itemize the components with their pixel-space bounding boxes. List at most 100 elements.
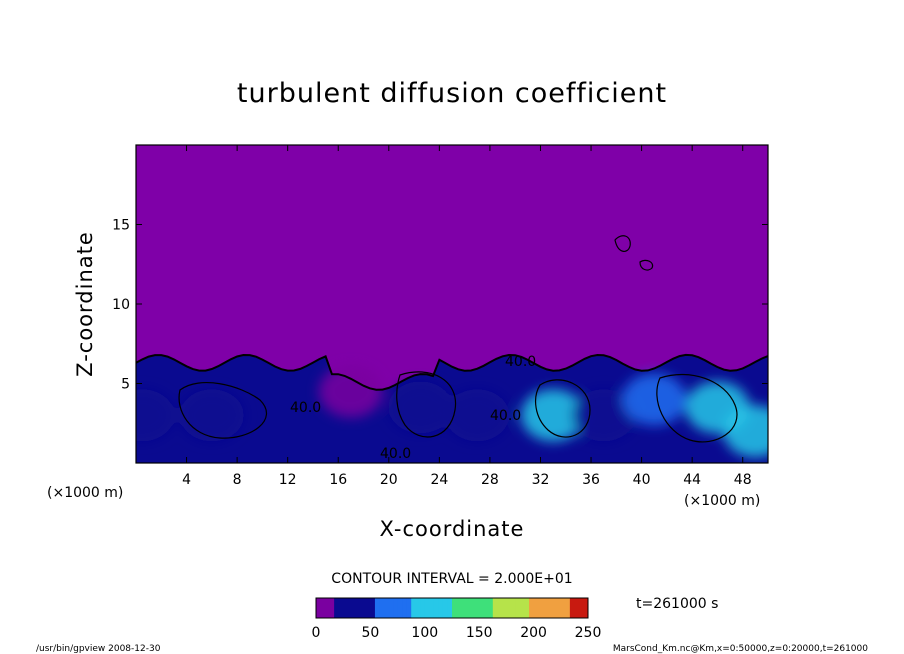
x-tick-label: 32 bbox=[532, 472, 550, 488]
contour-label: 40.0 bbox=[490, 408, 521, 424]
colorbar-cell bbox=[488, 598, 494, 618]
x-tick-label: 40 bbox=[633, 472, 651, 488]
colorbar-cell bbox=[325, 598, 331, 618]
colorbar-cell bbox=[420, 598, 426, 618]
colorbar-cell bbox=[560, 598, 566, 618]
colorbar-cell bbox=[334, 598, 340, 618]
colorbar-cell bbox=[442, 598, 448, 618]
turbulence-regions bbox=[136, 365, 768, 458]
turbulence-region bbox=[521, 389, 586, 442]
colorbar-cells bbox=[316, 598, 589, 618]
colorbar-cell bbox=[370, 598, 376, 618]
colorbar-cell bbox=[316, 598, 322, 618]
turbulence-region bbox=[445, 389, 510, 442]
colorbar-cell bbox=[501, 598, 507, 618]
colorbar-cell bbox=[515, 598, 521, 618]
colorbar-cell bbox=[406, 598, 412, 618]
colorbar-cell bbox=[352, 598, 358, 618]
contour-line bbox=[656, 373, 738, 443]
colorbar-cell bbox=[565, 598, 571, 618]
colorbar-cell bbox=[479, 598, 485, 618]
colorbar-cell bbox=[447, 598, 453, 618]
colorbar-cell bbox=[384, 598, 390, 618]
colorbar-tick-label: 150 bbox=[466, 625, 493, 641]
colorbar-cell bbox=[415, 598, 421, 618]
colorbar-cell bbox=[538, 598, 544, 618]
colorbar-tick-label: 0 bbox=[312, 625, 321, 641]
y-axis-ticks: 5 10 15 bbox=[112, 218, 768, 393]
x-tick-label: 12 bbox=[279, 472, 297, 488]
x-tick-label: 36 bbox=[582, 472, 600, 488]
colorbar-cell bbox=[356, 598, 362, 618]
chart-title: turbulent diffusion coefficient bbox=[237, 78, 667, 109]
colorbar-cell bbox=[429, 598, 435, 618]
y-tick-label: 15 bbox=[112, 218, 130, 234]
x-tick-label: 20 bbox=[380, 472, 398, 488]
colorbar-cell bbox=[388, 598, 394, 618]
colorbar-cell bbox=[574, 598, 580, 618]
footer-right: MarsCond_Km.nc@Km,x=0:50000,z=0:20000,t=… bbox=[613, 644, 868, 654]
x-tick-label: 24 bbox=[430, 472, 448, 488]
colorbar-cell bbox=[379, 598, 385, 618]
y-tick-label: 10 bbox=[112, 297, 130, 313]
turbulence-region bbox=[622, 373, 687, 426]
colorbar-cell bbox=[397, 598, 403, 618]
y-tick-label: 5 bbox=[121, 377, 130, 393]
colorbar-cell bbox=[510, 598, 516, 618]
contour-label: 40.0 bbox=[505, 354, 536, 370]
colorbar: 0 50 100 150 200 250 bbox=[312, 597, 602, 641]
y-axis-label: Z-coordinate bbox=[73, 231, 97, 377]
plot-area: 40.0 40.0 40.0 40.0 bbox=[135, 144, 769, 464]
colorbar-cell bbox=[433, 598, 439, 618]
colorbar-ticks: 0 50 100 150 200 250 bbox=[312, 625, 602, 641]
layer-top-contour bbox=[136, 353, 768, 391]
x-tick-label: 48 bbox=[734, 472, 752, 488]
colorbar-cell bbox=[361, 598, 367, 618]
colorbar-cell bbox=[520, 598, 526, 618]
colorbar-cell bbox=[438, 598, 444, 618]
colorbar-cell bbox=[506, 598, 512, 618]
colorbar-cell bbox=[402, 598, 408, 618]
colorbar-cell bbox=[452, 598, 458, 618]
colorbar-tick-label: 50 bbox=[361, 625, 379, 641]
turbulence-region bbox=[571, 389, 636, 442]
turbulence-region bbox=[723, 405, 768, 458]
colorbar-cell bbox=[365, 598, 371, 618]
colorbar-cell bbox=[338, 598, 344, 618]
colorbar-cell bbox=[329, 598, 335, 618]
turbulence-region bbox=[388, 381, 453, 434]
x-tick-label: 28 bbox=[481, 472, 499, 488]
colorbar-cell bbox=[461, 598, 467, 618]
colorbar-cell bbox=[497, 598, 503, 618]
turbulence-region bbox=[318, 365, 383, 418]
colorbar-cell bbox=[529, 598, 535, 618]
contour-label: 40.0 bbox=[380, 446, 411, 462]
colorbar-cell bbox=[569, 598, 575, 618]
colorbar-cell bbox=[424, 598, 430, 618]
colorbar-cell bbox=[411, 598, 417, 618]
colorbar-cell bbox=[547, 598, 553, 618]
colorbar-cell bbox=[347, 598, 353, 618]
contour-line bbox=[178, 382, 267, 439]
contour-lines bbox=[178, 235, 738, 443]
colorbar-cell bbox=[542, 598, 548, 618]
x-axis-label: X-coordinate bbox=[380, 517, 525, 541]
contour-line bbox=[396, 371, 457, 438]
time-label: t=261000 s bbox=[636, 596, 718, 612]
colorbar-cell bbox=[320, 598, 326, 618]
colorbar-frame bbox=[315, 597, 589, 619]
x-unit-left: (×1000 m) bbox=[47, 485, 123, 501]
x-axis-ticks: 4 8 12 16 20 24 28 32 36 40 44 48 bbox=[182, 145, 752, 488]
x-tick-label: 44 bbox=[683, 472, 701, 488]
contour-interval: CONTOUR INTERVAL = 2.000E+01 bbox=[331, 571, 572, 587]
colorbar-cell bbox=[470, 598, 476, 618]
colorbar-cell bbox=[374, 598, 380, 618]
colorbar-cell bbox=[492, 598, 498, 618]
x-tick-label: 8 bbox=[233, 472, 242, 488]
colorbar-cell bbox=[524, 598, 530, 618]
colorbar-cell bbox=[456, 598, 462, 618]
contour-line bbox=[639, 259, 654, 271]
colorbar-cell bbox=[583, 598, 589, 618]
x-tick-label: 4 bbox=[182, 472, 191, 488]
